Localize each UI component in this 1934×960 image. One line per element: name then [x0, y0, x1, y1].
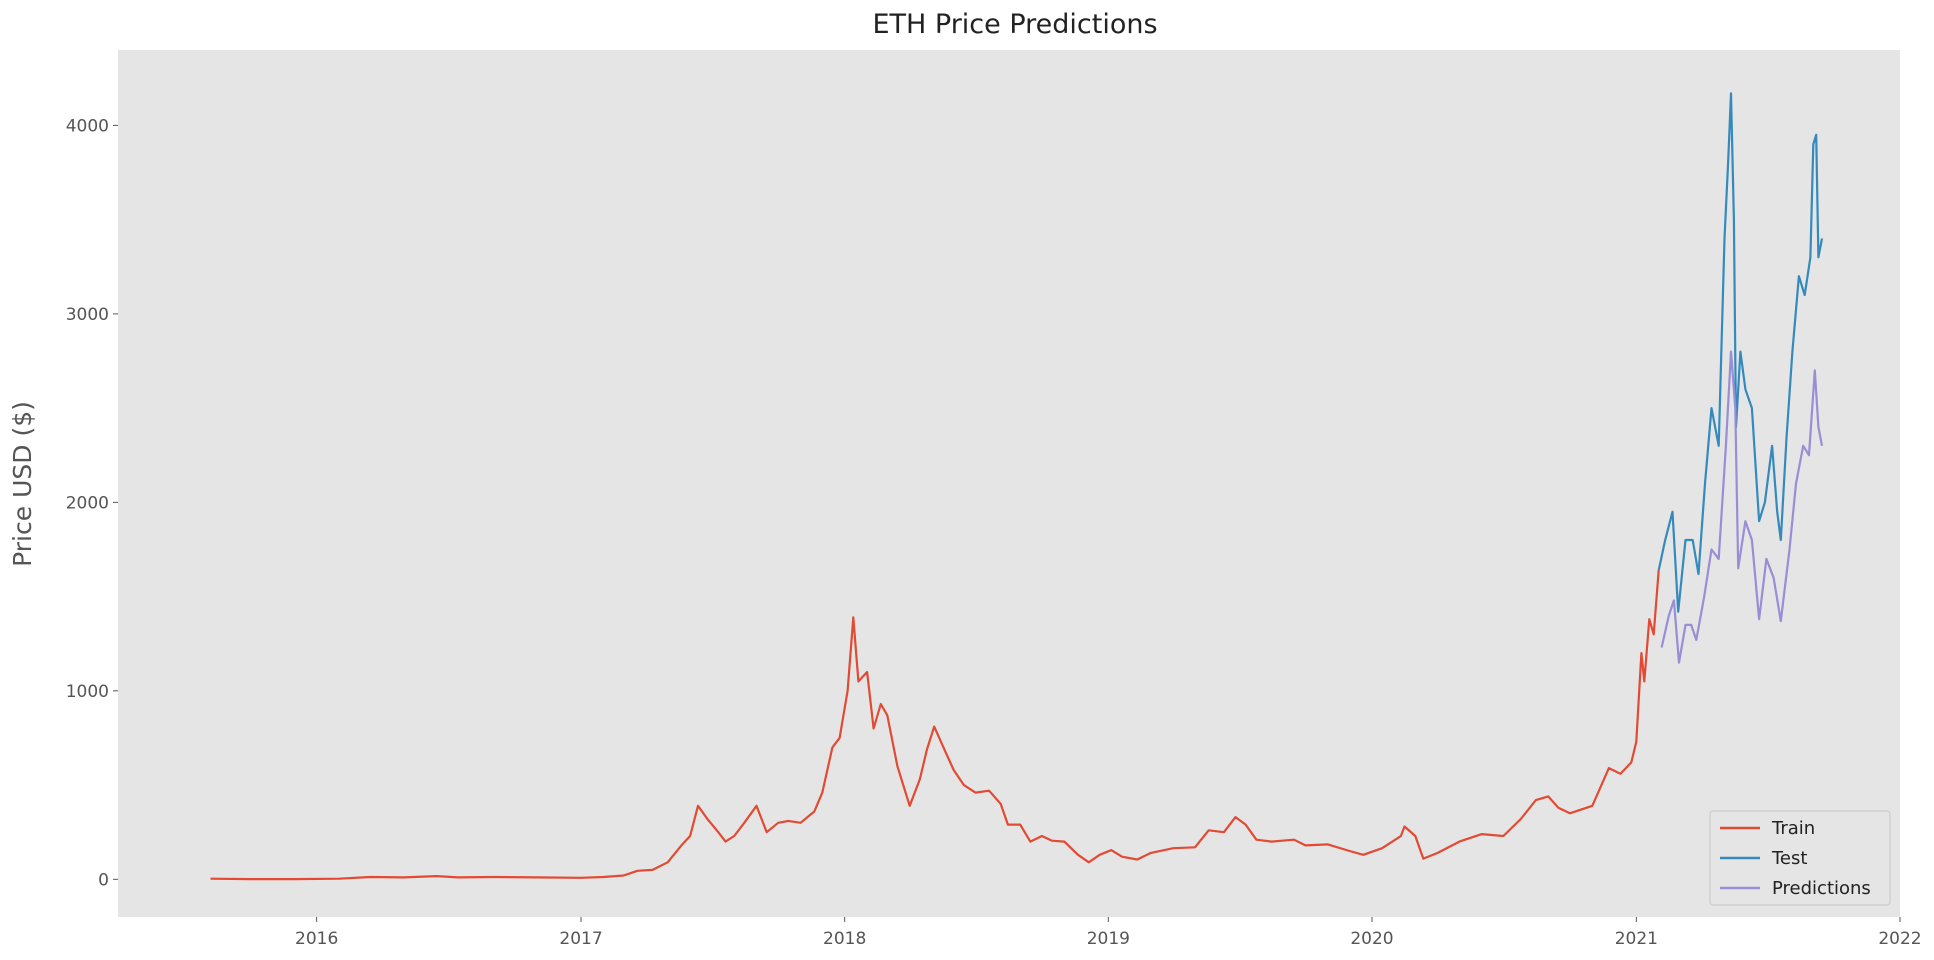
- chart-title: ETH Price Predictions: [872, 9, 1157, 40]
- x-tick-label: 2020: [1350, 929, 1393, 949]
- series-line-predictions: [1660, 350, 1824, 664]
- y-tick-label: 1000: [66, 682, 109, 702]
- x-tick-label: 2017: [559, 929, 602, 949]
- series-layer: [210, 92, 1824, 881]
- y-axis-label: Price USD ($): [8, 401, 37, 567]
- plot-area: [118, 50, 1900, 917]
- legend-label-test: Test: [1771, 848, 1807, 869]
- y-tick-label: 2000: [66, 493, 109, 513]
- x-tick-label: 2016: [295, 929, 338, 949]
- x-axis: 2016 2017 2018 2019 2020 2021 2022: [295, 917, 1922, 949]
- series-line-train: [210, 570, 1660, 881]
- y-tick-label: 0: [98, 870, 109, 890]
- x-tick-label: 2018: [823, 929, 866, 949]
- legend: Train Test Predictions: [1709, 810, 1891, 906]
- series-line-test: [1657, 92, 1824, 613]
- legend-box: [1709, 810, 1891, 906]
- legend-label-train: Train: [1771, 818, 1815, 839]
- x-tick-label: 2019: [1087, 929, 1130, 949]
- x-tick-label: 2021: [1615, 929, 1658, 949]
- x-tick-label: 2022: [1878, 929, 1921, 949]
- y-tick-label: 3000: [66, 305, 109, 325]
- legend-label-predictions: Predictions: [1772, 878, 1871, 899]
- y-tick-label: 4000: [66, 116, 109, 136]
- y-axis: 0 1000 2000 3000 4000: [66, 116, 118, 890]
